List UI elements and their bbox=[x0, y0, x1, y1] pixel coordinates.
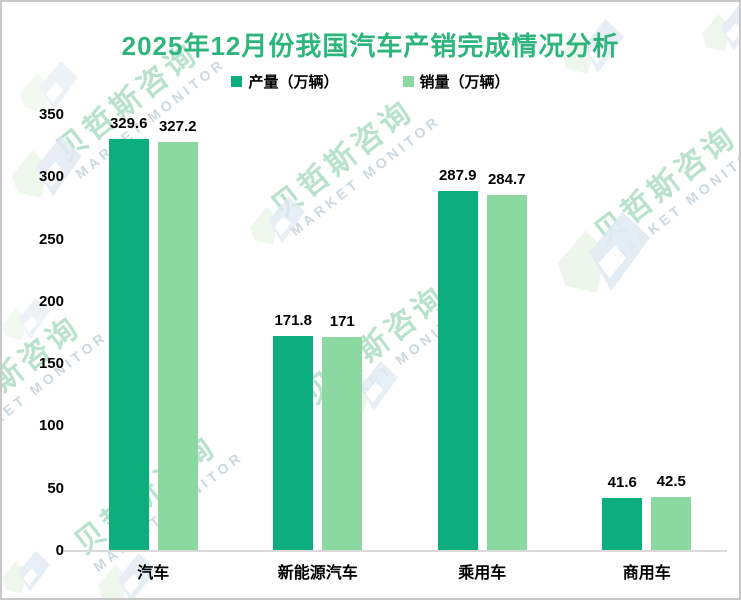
legend-item-production: 产量（万辆） bbox=[231, 71, 339, 92]
sales-bar bbox=[157, 142, 198, 550]
sales-bar bbox=[486, 195, 527, 550]
x-axis-line bbox=[64, 550, 727, 552]
sales-bar bbox=[651, 497, 692, 550]
bar-value-label: 284.7 bbox=[487, 171, 526, 189]
legend-label-production: 产量（万辆） bbox=[248, 74, 339, 91]
bar-value-label: 287.9 bbox=[438, 167, 477, 185]
y-axis-tick: 150 bbox=[38, 355, 64, 373]
bar-value-label: 171 bbox=[329, 312, 355, 330]
chart-title: 2025年12月份我国汽车产销完成情况分析 bbox=[121, 31, 620, 61]
bar-value-label: 327.2 bbox=[158, 118, 197, 136]
legend-item-sales: 销量（万辆） bbox=[402, 71, 510, 92]
production-bar bbox=[273, 335, 314, 550]
bar-value-label: 42.5 bbox=[656, 473, 686, 491]
x-axis-label: 新能源汽车 bbox=[277, 565, 358, 582]
sales-bar bbox=[322, 336, 363, 550]
y-axis-tick: 300 bbox=[38, 168, 64, 186]
legend: 产量（万辆） 销量（万辆） bbox=[2, 71, 739, 92]
legend-label-sales: 销量（万辆） bbox=[419, 74, 510, 91]
sales-swatch-icon bbox=[402, 76, 414, 87]
y-axis-tick: 0 bbox=[55, 542, 64, 559]
production-bar bbox=[108, 139, 149, 550]
bar-value-label: 329.6 bbox=[109, 115, 148, 133]
production-swatch-icon bbox=[231, 76, 243, 87]
y-axis-tick: 350 bbox=[38, 106, 64, 123]
y-axis-tick: 100 bbox=[38, 417, 64, 435]
bar-value-label: 41.6 bbox=[607, 474, 637, 492]
y-axis-tick: 50 bbox=[47, 479, 64, 497]
bar-value-label: 171.8 bbox=[274, 311, 313, 329]
x-axis-label: 汽车 bbox=[137, 565, 170, 582]
y-axis-tick: 250 bbox=[38, 230, 64, 248]
y-axis-tick: 200 bbox=[38, 292, 64, 310]
x-axis-label: 乘用车 bbox=[458, 565, 507, 582]
production-bar bbox=[437, 191, 478, 550]
production-bar bbox=[602, 498, 643, 550]
x-axis-label: 商用车 bbox=[622, 565, 671, 582]
